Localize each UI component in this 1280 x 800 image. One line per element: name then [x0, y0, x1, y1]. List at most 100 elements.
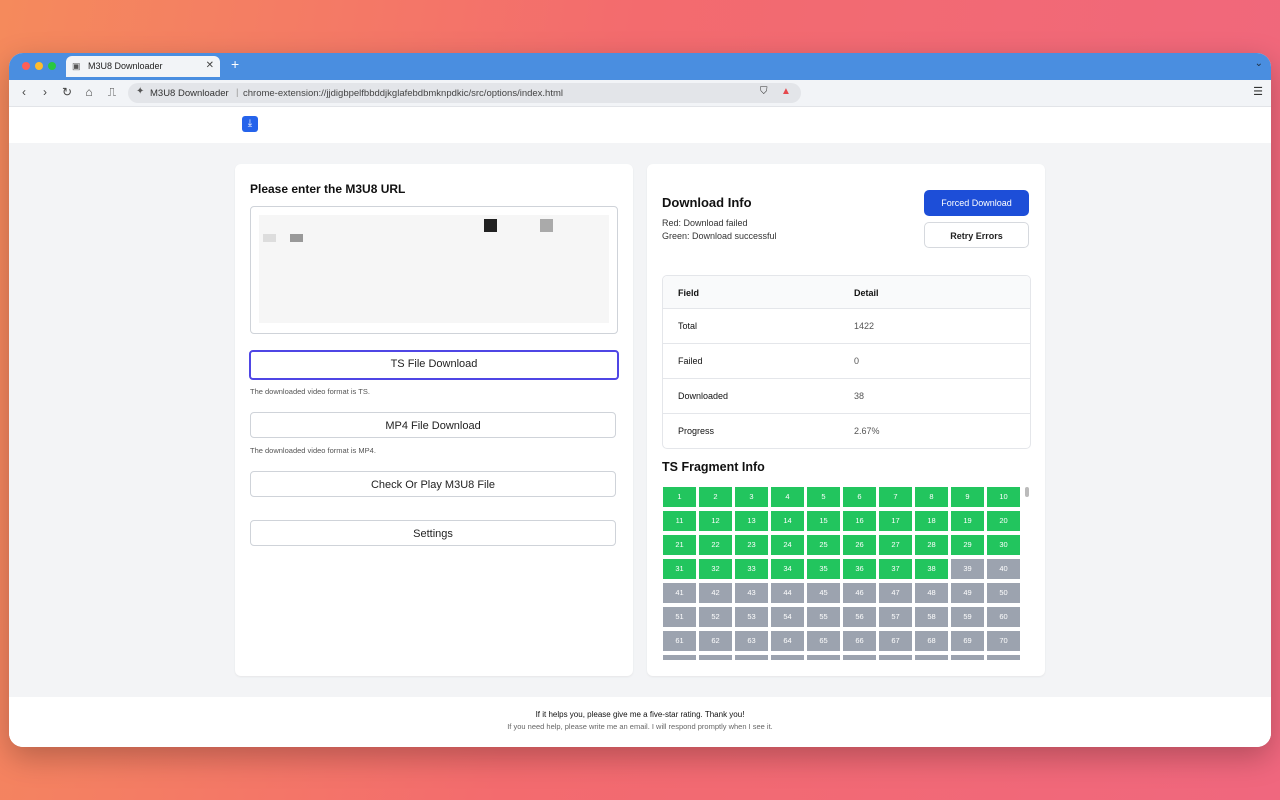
legend-red: Red: Download failed: [662, 218, 748, 228]
m3u8-url-textarea[interactable]: [250, 206, 618, 334]
redacted-url-content: [259, 215, 609, 323]
fragment-cell: 60: [987, 607, 1020, 627]
ts-fragment-grid[interactable]: 1 2 3 4 5 6 7 8 9 10 11 12 13 14 15 16 17 18 19 20 21 22 23 24 2…: [663, 487, 1030, 660]
mp4-download-button[interactable]: MP4 File Download: [250, 412, 616, 438]
browser-window: ▣ M3U8 Downloader ✕ + ⌄ ‹ › ↻ ⌂ ⎍ ✦ M3U8…: [9, 53, 1271, 747]
fragment-cell: 53: [735, 607, 768, 627]
fragment-cell: 44: [771, 583, 804, 603]
back-icon[interactable]: ‹: [22, 85, 26, 99]
fragment-cell: 66: [843, 631, 876, 651]
fragment-cell: 10: [987, 487, 1020, 507]
minimize-window-button[interactable]: [35, 62, 43, 70]
fragment-cell: 17: [879, 511, 912, 531]
table-row: Total 1422: [663, 308, 1030, 343]
footer-rating-text: If it helps you, please give me a five-s…: [535, 710, 745, 719]
legend-green: Green: Download successful: [662, 231, 777, 241]
forced-download-button[interactable]: Forced Download: [924, 190, 1029, 216]
fragment-cell: 35: [807, 559, 840, 579]
fragment-cell: 62: [699, 631, 732, 651]
fragment-cell: 41: [663, 583, 696, 603]
fragment-cell: 78: [915, 655, 948, 660]
fragment-cell: 59: [951, 607, 984, 627]
maximize-window-button[interactable]: [48, 62, 56, 70]
table-cell-field: Downloaded: [678, 391, 729, 401]
url-heading: Please enter the M3U8 URL: [250, 182, 406, 196]
fragment-cell: 12: [699, 511, 732, 531]
home-icon[interactable]: ⌂: [85, 85, 93, 99]
download-logo-icon: ⤓: [242, 116, 258, 132]
fragment-cell: 54: [771, 607, 804, 627]
fragment-cell: 67: [879, 631, 912, 651]
table-header-row: Field Detail: [663, 276, 1030, 308]
fragment-cell: 65: [807, 631, 840, 651]
shield-icon[interactable]: ⛉: [760, 86, 768, 97]
fragment-cell: 80: [987, 655, 1020, 660]
table-cell-field: Progress: [678, 426, 715, 436]
fragment-cell: 7: [879, 487, 912, 507]
table-cell-detail: 38: [854, 391, 865, 401]
fragment-cell: 3: [735, 487, 768, 507]
check-play-button[interactable]: Check Or Play M3U8 File: [250, 471, 616, 497]
fragment-cell: 5: [807, 487, 840, 507]
fragment-cell: 16: [843, 511, 876, 531]
fragment-scrollbar[interactable]: [1025, 487, 1029, 497]
fragment-cell: 74: [771, 655, 804, 660]
fragment-cell: 42: [699, 583, 732, 603]
fragment-cell: 52: [699, 607, 732, 627]
fragment-cell: 77: [879, 655, 912, 660]
ts-format-hint: The downloaded video format is TS.: [250, 387, 370, 396]
fragment-cell: 20: [987, 511, 1020, 531]
address-text[interactable]: chrome-extension://jjdigbpelfbbddjkglafe…: [243, 88, 564, 99]
tab-bar: ▣ M3U8 Downloader ✕ + ⌄: [9, 53, 1271, 80]
new-tab-button[interactable]: +: [231, 56, 240, 72]
tab-close-icon[interactable]: ✕: [205, 60, 214, 71]
fragment-cell: 72: [699, 655, 732, 660]
download-info-table: Field Detail Total 1422 Failed 0 Downloa…: [662, 275, 1031, 449]
browser-tab[interactable]: ▣ M3U8 Downloader ✕: [66, 56, 220, 77]
fragment-cell: 23: [735, 535, 768, 555]
bookmark-icon[interactable]: ⎍: [107, 85, 117, 99]
tab-list-chevron-icon[interactable]: ⌄: [1254, 58, 1263, 69]
fragment-cell: 55: [807, 607, 840, 627]
fragment-cell: 43: [735, 583, 768, 603]
fragment-cell: 15: [807, 511, 840, 531]
fragment-cell: 13: [735, 511, 768, 531]
page-header: ⤓: [9, 107, 1271, 143]
fragment-cell: 50: [987, 583, 1020, 603]
ts-fragment-heading: TS Fragment Info: [662, 460, 765, 474]
fragment-cell: 18: [915, 511, 948, 531]
forward-icon[interactable]: ›: [43, 85, 47, 99]
fragment-cell: 75: [807, 655, 840, 660]
menu-icon[interactable]: ☰: [1253, 86, 1263, 98]
fragment-cell: 33: [735, 559, 768, 579]
retry-errors-button[interactable]: Retry Errors: [924, 222, 1029, 248]
browser-toolbar: ‹ › ↻ ⌂ ⎍ ✦ M3U8 Downloader | chrome-ext…: [9, 80, 1271, 122]
page-footer: If it helps you, please give me a five-s…: [9, 697, 1271, 747]
fragment-cell: 51: [663, 607, 696, 627]
fragment-cell: 47: [879, 583, 912, 603]
table-row: Failed 0: [663, 343, 1030, 378]
ts-download-button[interactable]: TS File Download: [249, 350, 619, 380]
fragment-cell: 68: [915, 631, 948, 651]
fragment-cell: 28: [915, 535, 948, 555]
page-content: ⤓ Please enter the M3U8 URL TS File Down…: [9, 107, 1271, 747]
address-bar[interactable]: ✦ M3U8 Downloader | chrome-extension://j…: [128, 83, 801, 103]
fragment-cell: 4: [771, 487, 804, 507]
table-row: Progress 2.67%: [663, 413, 1030, 448]
fragment-cell: 11: [663, 511, 696, 531]
fragment-cell: 31: [663, 559, 696, 579]
fragment-cell: 36: [843, 559, 876, 579]
alert-triangle-icon[interactable]: ▲: [781, 86, 791, 97]
table-cell-detail: 2.67%: [854, 426, 880, 436]
fragment-cell: 45: [807, 583, 840, 603]
settings-button[interactable]: Settings: [250, 520, 616, 546]
table-cell-field: Total: [678, 321, 698, 331]
fragment-cell: 37: [879, 559, 912, 579]
fragment-cell: 27: [879, 535, 912, 555]
fragment-cell: 64: [771, 631, 804, 651]
fragment-cell: 14: [771, 511, 804, 531]
table-cell-detail: 0: [854, 356, 860, 366]
close-window-button[interactable]: [22, 62, 30, 70]
reload-icon[interactable]: ↻: [61, 85, 73, 99]
url-input-card: Please enter the M3U8 URL TS File Downlo…: [235, 164, 633, 676]
